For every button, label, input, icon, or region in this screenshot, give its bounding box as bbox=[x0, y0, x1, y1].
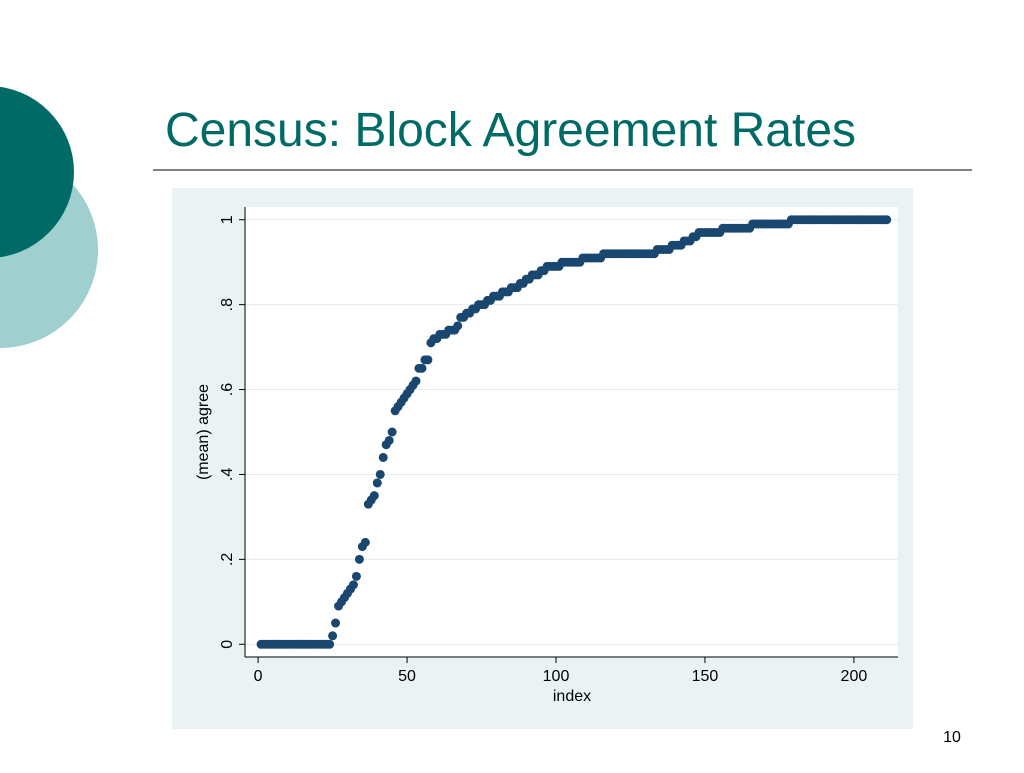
decor-circle bbox=[0, 86, 74, 258]
data-point bbox=[331, 618, 341, 628]
data-point bbox=[325, 639, 335, 649]
x-tick-label: 0 bbox=[254, 668, 263, 685]
data-point bbox=[369, 491, 379, 501]
data-point bbox=[360, 537, 370, 547]
x-tick-label: 150 bbox=[692, 668, 719, 685]
data-point bbox=[387, 427, 397, 437]
plot-area bbox=[245, 207, 898, 657]
y-axis-label: (mean) agree bbox=[195, 384, 212, 480]
x-tick-label: 50 bbox=[398, 668, 416, 685]
data-point bbox=[453, 321, 463, 331]
data-point bbox=[411, 376, 421, 386]
slide-title: Census: Block Agreement Rates bbox=[165, 104, 856, 157]
page-number: 10 bbox=[943, 729, 961, 746]
y-tick-label: 1 bbox=[219, 215, 236, 224]
data-point bbox=[348, 580, 358, 590]
data-point bbox=[882, 215, 892, 225]
x-tick-label: 100 bbox=[543, 668, 570, 685]
data-point bbox=[375, 469, 385, 479]
data-point bbox=[384, 435, 394, 445]
y-tick-label: .8 bbox=[219, 298, 236, 311]
y-tick-label: 0 bbox=[219, 640, 236, 649]
data-point bbox=[351, 571, 361, 581]
data-point bbox=[417, 363, 427, 373]
data-point bbox=[372, 478, 382, 488]
x-axis-label: index bbox=[553, 688, 591, 705]
data-point bbox=[328, 631, 338, 641]
data-point bbox=[354, 554, 364, 564]
data-point bbox=[378, 452, 388, 462]
y-tick-label: .2 bbox=[219, 553, 236, 566]
y-tick-label: .4 bbox=[219, 468, 236, 481]
x-tick-label: 200 bbox=[841, 668, 868, 685]
y-tick-label: .6 bbox=[219, 383, 236, 396]
data-point bbox=[423, 355, 433, 365]
